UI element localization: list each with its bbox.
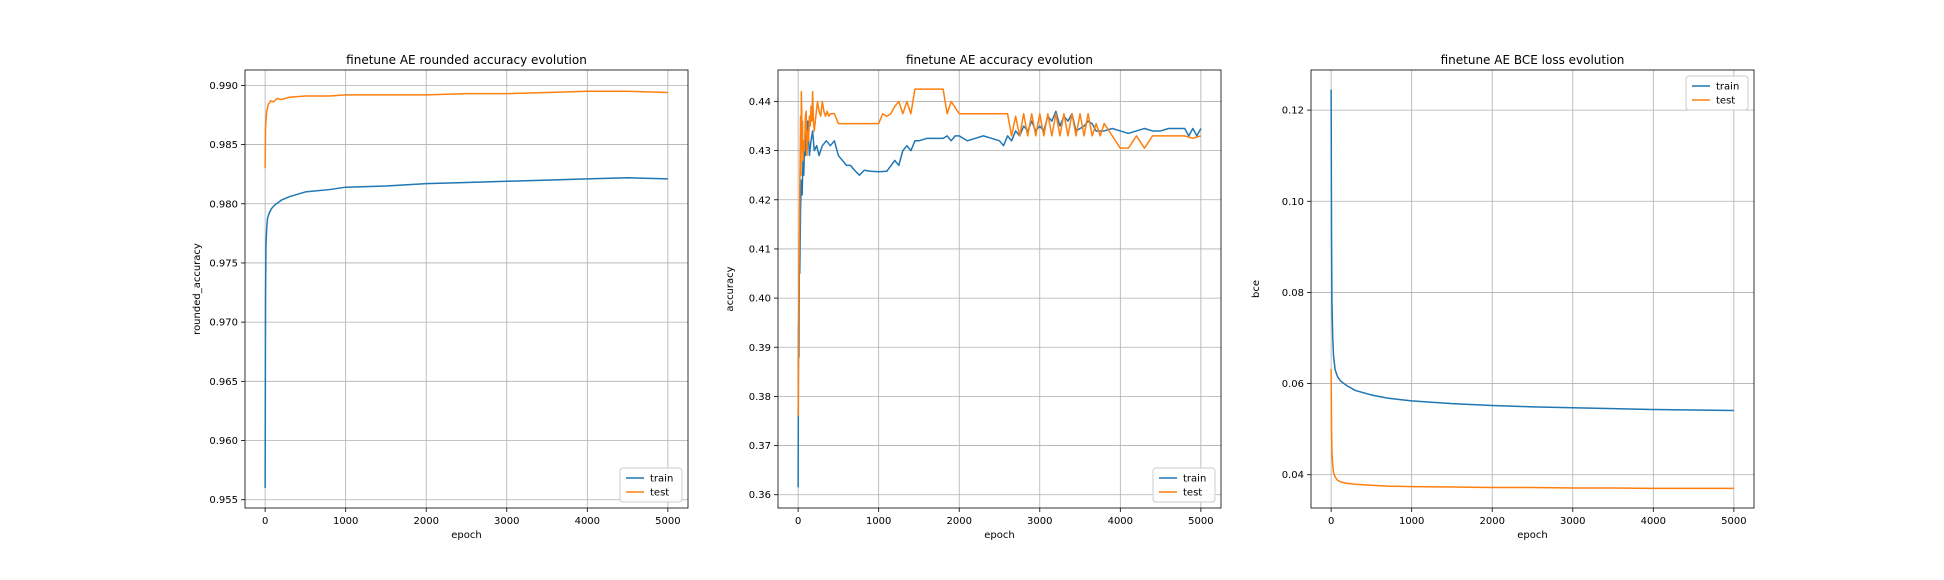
y-tick-label: 0.990 [209,81,238,92]
y-tick-label: 0.975 [209,258,238,269]
axes-frame [777,69,1222,509]
y-tick-label: 0.06 [1282,379,1304,390]
x-tick-label: 5000 [1721,516,1746,527]
x-tick-label: 2000 [1480,516,1505,527]
x-tick-label: 2000 [414,516,439,527]
y-tick-label: 0.37 [749,441,771,452]
x-tick-label: 1000 [1399,516,1424,527]
series-line-train [264,176,668,488]
legend-label-test: test [650,488,669,499]
x-tick-label: 3000 [494,516,519,527]
y-tick-label: 0.36 [749,490,771,501]
y-tick-label: 0.40 [749,294,771,305]
x-tick-label: 1000 [333,516,358,527]
x-tick-label: 0 [1328,516,1334,527]
x-tick-label: 3000 [1560,516,1585,527]
x-axis-label: epoch [451,530,481,541]
y-tick-label: 0.985 [209,140,238,151]
x-tick-label: 4000 [1108,516,1133,527]
series-line-test [1330,368,1734,490]
chart-2: 0 1000 2000 3000 4000 5000 0.36 0.37 0.38 0.39 0.4… [725,53,1222,541]
y-axis-label: rounded_accuracy [192,243,203,335]
x-axis-label: epoch [984,530,1014,541]
x-tick-label: 0 [795,516,801,527]
y-tick-label: 0.10 [1282,197,1304,208]
plot-area [245,70,688,508]
x-tick-label: 5000 [1188,516,1213,527]
y-tick-label: 0.12 [1282,106,1304,117]
x-tick-label: 1000 [866,516,891,527]
x-tick-label: 3000 [1027,516,1052,527]
y-tick-label: 0.39 [749,343,771,354]
legend: train test [619,467,683,503]
y-tick-label: 0.43 [749,146,771,157]
y-tick-label: 0.955 [209,495,238,506]
legend-label-train: train [1716,82,1739,93]
x-tick-label: 4000 [1641,516,1666,527]
x-tick-label: 0 [262,516,268,527]
series-line-test [797,88,1202,417]
legend-label-test: test [1716,96,1735,107]
legend-label-train: train [650,474,673,485]
x-tick-label: 4000 [575,516,600,527]
y-tick-label: 0.960 [209,436,238,447]
y-axis-label: accuracy [725,266,736,311]
legend-box [1152,467,1216,503]
y-tick-label: 0.44 [749,97,771,108]
axes-frame [244,69,689,509]
legend-box [619,467,683,503]
y-tick-label: 0.08 [1282,288,1304,299]
legend-label-test: test [1183,488,1202,499]
chart-title: finetune AE BCE loss evolution [1441,53,1625,67]
y-tick-label: 0.04 [1282,470,1304,481]
chart-1: 0 1000 2000 3000 4000 5000 0.955 0.960 0.965 0.97… [192,53,689,541]
series-line-train [1330,89,1734,412]
legend: train test [1685,75,1749,111]
plot-area [1311,70,1754,508]
x-tick-label: 5000 [655,516,680,527]
chart-title: finetune AE rounded accuracy evolution [346,53,587,67]
y-tick-label: 0.41 [749,244,771,255]
y-tick-label: 0.970 [209,318,238,329]
y-tick-label: 0.42 [749,195,771,206]
axes-frame [1310,69,1755,509]
legend-box [1685,75,1749,111]
chart-title: finetune AE accuracy evolution [906,53,1093,67]
legend: train test [1152,467,1216,503]
x-axis-label: epoch [1517,530,1547,541]
y-axis-label: bce [1251,280,1262,298]
series-line-test [264,90,668,169]
y-tick-label: 0.980 [209,199,238,210]
legend-label-train: train [1183,474,1206,485]
y-tick-label: 0.38 [749,392,771,403]
y-tick-label: 0.965 [209,377,238,388]
series-line-train [797,110,1202,488]
x-tick-label: 2000 [947,516,972,527]
chart-3: 0 1000 2000 3000 4000 5000 0.04 0.06 0.08 0.10 0.1… [1251,53,1755,541]
